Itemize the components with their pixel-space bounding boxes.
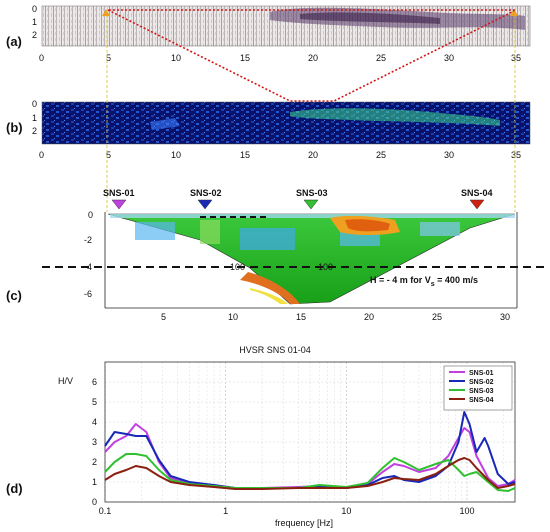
panel-label-c: (c)	[6, 288, 22, 303]
panel-label-a: (a)	[6, 34, 22, 49]
panel-b-xtick-0: 0	[39, 150, 44, 160]
panel-c-xtick-0: 5	[161, 312, 166, 322]
station-label-sns-02: SNS-02	[190, 188, 222, 198]
series-line-sns-03	[104, 453, 516, 492]
panel-a-xtick-6: 30	[444, 53, 454, 63]
panel-a-ytick-1: 1	[32, 17, 37, 27]
legend-label-sns-02: SNS-02	[469, 379, 494, 386]
y-tick-label: 1	[92, 477, 97, 487]
panel-a-x-axis: 0 5 10 15 20 25 30 35	[39, 53, 521, 63]
panel-label-d: (d)	[6, 481, 23, 496]
y-tick-label: 5	[92, 397, 97, 407]
y-tick-label: 0	[92, 497, 97, 507]
station-marker-sns-03	[303, 199, 319, 210]
legend-label-sns-01: SNS-01	[469, 370, 494, 377]
panel-a-xtick-1: 5	[106, 53, 111, 63]
panel-c-ytick-0: 0	[88, 210, 93, 220]
x-tick-label: 10	[341, 506, 351, 516]
x-tick-label: 0.1	[99, 506, 112, 516]
panel-b-ytick-0: 0	[32, 99, 37, 109]
panel-b-image	[41, 101, 531, 145]
panel-b-xtick-7: 35	[511, 150, 521, 160]
station-label-sns-01: SNS-01	[103, 188, 135, 198]
panel-a-marker-left	[102, 9, 110, 16]
y-tick-label: 3	[92, 437, 97, 447]
panel-b-y-axis: 0 1 2	[32, 99, 37, 136]
panel-c-y-axis: 0 -2 -4 -6	[84, 210, 106, 308]
panel-a-xtick-7: 35	[511, 53, 521, 63]
chart-series	[104, 411, 516, 492]
panel-label-b: (b)	[6, 120, 23, 135]
panel-b-xtick-6: 30	[444, 150, 454, 160]
panel-a-xtick-4: 20	[308, 53, 318, 63]
station-markers: SNS-01 SNS-02 SNS-03 SNS-04	[103, 188, 493, 210]
station-marker-sns-01	[111, 199, 127, 210]
station-marker-sns-02	[197, 199, 213, 210]
chart-title: HVSR SNS 01-04	[239, 345, 311, 355]
series-line-sns-02	[104, 411, 516, 489]
panel-a-xtick-5: 25	[376, 53, 386, 63]
panel-b-x-axis: 0 5 10 15 20 25 30 35	[39, 150, 521, 160]
legend-label-sns-03: SNS-03	[469, 388, 494, 395]
panel-c-xtick-5: 30	[500, 312, 510, 322]
panel-b-xtick-1: 5	[106, 150, 111, 160]
panel-a-xtick-3: 15	[240, 53, 250, 63]
panel-c-ytick-1: -2	[84, 235, 92, 245]
depth-annotation: H = - 4 m for Vs = 400 m/s	[370, 275, 478, 288]
series-line-sns-04	[104, 457, 516, 490]
panel-a-ytick-0: 0	[32, 4, 37, 14]
x-axis-label: frequency [Hz]	[275, 518, 333, 528]
panel-a-xtick-2: 10	[171, 53, 181, 63]
legend-label-sns-04: SNS-04	[469, 397, 494, 404]
x-tick-labels: 0.1 1 10 100	[99, 506, 475, 516]
y-tick-label: 4	[92, 417, 97, 427]
panel-b-xtick-4: 20	[308, 150, 318, 160]
station-marker-sns-04	[469, 199, 485, 210]
panel-c-xtick-4: 25	[432, 312, 442, 322]
station-label-sns-03: SNS-03	[296, 188, 328, 198]
y-axis-label: H/V	[58, 376, 73, 386]
plot-frame	[104, 361, 516, 503]
y-tick-labels: 0 1 2 3 4 5 6	[92, 377, 97, 507]
panel-c-xtick-2: 15	[296, 312, 306, 322]
panel-a-y-axis: 0 1 2	[32, 4, 37, 40]
panel-a-image	[41, 5, 531, 47]
panel-b-xtick-3: 15	[240, 150, 250, 160]
y-tick-label: 2	[92, 457, 97, 467]
panel-c-ytick-3: -6	[84, 289, 92, 299]
panel-a-marker-right	[510, 9, 518, 16]
x-tick-label: 100	[459, 506, 474, 516]
legend: SNS-01 SNS-02 SNS-03 SNS-04	[443, 365, 513, 411]
panel-c-ytick-2: -4	[84, 262, 92, 272]
x-tick-label: 1	[223, 506, 228, 516]
velocity-section	[107, 213, 516, 305]
panel-a-ytick-2: 2	[32, 30, 37, 40]
station-label-sns-04: SNS-04	[461, 188, 493, 198]
panel-c-x-axis: 5 10 15 20 25 30	[105, 212, 518, 322]
panel-b-xtick-2: 10	[171, 150, 181, 160]
panel-c-xtick-1: 10	[228, 312, 238, 322]
contour-label-2: 100	[318, 262, 333, 272]
y-tick-label: 6	[92, 377, 97, 387]
panel-c-xtick-3: 20	[364, 312, 374, 322]
panel-b-xtick-5: 25	[376, 150, 386, 160]
panel-b-ytick-2: 2	[32, 126, 37, 136]
panel-a-xtick-0: 0	[39, 53, 44, 63]
panel-b-ytick-1: 1	[32, 113, 37, 123]
